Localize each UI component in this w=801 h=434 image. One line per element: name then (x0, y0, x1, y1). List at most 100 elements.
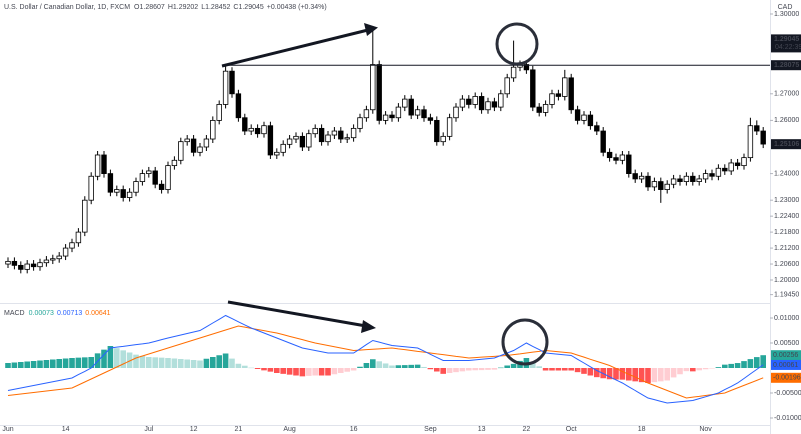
x-tick-label: 12 (190, 426, 198, 433)
x-tick-label: 22 (523, 426, 531, 433)
histogram-bar (299, 368, 306, 377)
candle-body (626, 154, 632, 174)
histogram-bar (408, 364, 414, 368)
x-tick-label: 18 (638, 426, 646, 433)
candle-body (312, 127, 318, 135)
candle-body (741, 157, 747, 167)
histogram-bar (485, 368, 491, 370)
candle-body (542, 104, 549, 113)
candle-body (414, 109, 421, 116)
histogram-bar (389, 365, 395, 368)
legend-value: 0.00641 (85, 310, 110, 317)
histogram-bar (754, 357, 760, 368)
candle-body (82, 199, 88, 233)
histogram-bar (62, 358, 69, 368)
candle-body (62, 247, 69, 257)
histogram-bar (69, 358, 75, 368)
macd-title: MACD (4, 310, 25, 317)
histogram-bar (542, 368, 549, 371)
histogram-bar (568, 368, 574, 371)
candle-body (382, 114, 389, 121)
candle-body (402, 98, 408, 108)
candle-body (658, 181, 664, 190)
histogram-bar (587, 368, 594, 376)
histogram-bar (184, 359, 190, 368)
candle-body (75, 231, 82, 244)
histogram-bar (280, 368, 286, 374)
ohlc-value: 1.29045 (238, 4, 263, 11)
y-tick-label: 1.19450 (774, 291, 799, 298)
histogram-bar (152, 357, 158, 368)
candle-body (728, 162, 734, 172)
histogram-bar (613, 368, 619, 380)
histogram-bar (581, 368, 587, 374)
candle-body (158, 183, 165, 190)
histogram-bar (5, 363, 11, 368)
candle-body (50, 258, 56, 261)
histogram-bar (549, 368, 555, 371)
ohlc-value: 1.28452 (205, 4, 230, 11)
histogram-bar (126, 352, 133, 368)
candle-body (222, 70, 229, 105)
histogram-bar (530, 362, 536, 368)
candle-body (421, 109, 427, 119)
candle-body (690, 175, 696, 182)
y-tick-label: 1.21800 (774, 229, 799, 236)
histogram-bar (728, 363, 734, 368)
candle-body (171, 159, 178, 167)
histogram-bar (30, 361, 37, 368)
candle-body (94, 154, 101, 177)
histogram-bar (107, 346, 114, 368)
candle-body (664, 183, 670, 190)
candle-body (261, 125, 267, 135)
histogram-bar (75, 357, 82, 368)
x-tick-label: Oct (566, 426, 577, 433)
candle-body (530, 69, 536, 108)
x-tick-label: Aug (283, 426, 296, 433)
candle-body (747, 125, 754, 159)
histogram-bar (56, 359, 62, 368)
value-label: 0.00256 (773, 352, 798, 359)
candle-body (357, 117, 363, 129)
histogram-bar (414, 364, 421, 368)
histogram-bar (190, 360, 197, 368)
histogram-bar (382, 363, 389, 368)
histogram-bar (466, 368, 472, 371)
candle-body (722, 167, 728, 172)
candle-body (286, 138, 293, 145)
candle-body (389, 114, 395, 119)
candle-body (24, 263, 30, 270)
histogram-bar (402, 365, 408, 368)
histogram-bar (344, 368, 350, 372)
histogram-bar (478, 368, 485, 371)
y-tick-label: 1.30000 (774, 11, 799, 18)
x-tick-label: 21 (235, 426, 243, 433)
histogram-bar (690, 368, 696, 372)
y-tick-label: -0.01000 (774, 415, 801, 422)
candle-body (248, 127, 254, 132)
candle-body (440, 135, 446, 143)
candle-body (478, 96, 485, 111)
arrow-head (364, 23, 378, 36)
histogram-bar (242, 365, 248, 368)
y-tick-label: 1.21200 (774, 245, 799, 252)
histogram-bar (114, 348, 120, 368)
histogram-bar (702, 368, 709, 370)
histogram-bar (510, 363, 517, 368)
candle-body (754, 125, 760, 132)
candle-body (549, 93, 555, 105)
legend-value: 0.00713 (57, 310, 82, 317)
histogram-bar (574, 368, 581, 373)
histogram-bar (178, 359, 184, 368)
histogram-bar (683, 368, 690, 372)
histogram-bar (664, 368, 670, 381)
candle-body (88, 175, 94, 201)
arrow-head (361, 320, 376, 333)
x-tick-label: Sep (424, 426, 437, 433)
candle-body (702, 173, 709, 180)
candle-body (56, 255, 62, 260)
histogram-bar (235, 363, 242, 368)
histogram-bar (562, 368, 568, 371)
candle-body (485, 101, 491, 111)
